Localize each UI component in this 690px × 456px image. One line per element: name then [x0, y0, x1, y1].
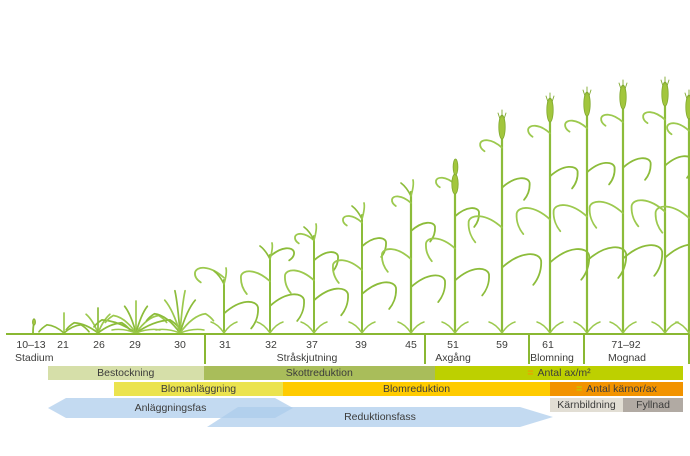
section-label-blomning: Blomning	[530, 352, 574, 364]
stage-number: 31	[219, 339, 231, 351]
reduktionsfas-arrow: Reduktionsfass	[207, 407, 553, 427]
plant-stage-61	[515, 92, 591, 335]
stage-number: 29	[129, 339, 141, 351]
timeline-ground-line	[6, 333, 689, 335]
bar-fyllnad: Fyllnad	[623, 398, 683, 412]
bar-skottreduktion: Skottreduktion	[203, 366, 435, 380]
section-divider	[688, 334, 690, 364]
stage-number: 39	[355, 339, 367, 351]
plant-stage-39	[332, 202, 397, 334]
bar-label: Antal kärnor/ax	[586, 383, 657, 395]
plant-stage-32	[240, 242, 305, 334]
stage-number: 21	[57, 339, 69, 351]
bar-label: Antal ax/m²	[537, 367, 591, 379]
bar-label: Fyllnad	[636, 399, 670, 411]
section-divider	[424, 334, 426, 364]
bar-blomanlaggning: Blomanläggning	[114, 382, 283, 396]
stage-number: 59	[496, 339, 508, 351]
plant-stage-10-13	[32, 318, 36, 334]
bar-label: Blomreduktion	[382, 383, 451, 395]
bar-antal-ax: = Antal ax/m²	[435, 366, 683, 380]
equals-sign: =	[576, 383, 583, 395]
plant-stage-59	[467, 109, 543, 335]
stage-number: 10–13	[16, 339, 46, 351]
stadium-row-label: Stadium	[15, 352, 54, 364]
section-label-stråskjutning: Stråskjutning	[276, 352, 338, 364]
stage-number: 45	[405, 339, 417, 351]
stage-number: 32	[265, 339, 277, 351]
plant-stage-edge	[654, 89, 690, 335]
plant-stage-37	[284, 223, 349, 334]
stage-number: 37	[306, 339, 318, 351]
stage-number: 26	[93, 339, 105, 351]
reduktionsfas-arrow-label: Reduktionsfass	[344, 411, 416, 423]
bar-karnbildning: Kärnbildning	[550, 398, 623, 412]
bar-label: Blomanläggning	[160, 383, 237, 395]
equals-sign: =	[527, 367, 534, 379]
bar-bestockning: Bestockning	[48, 366, 204, 380]
stage-number: 51	[447, 339, 459, 351]
section-divider	[203, 334, 206, 364]
plant-stage-21	[38, 312, 90, 334]
stage-number: 61	[542, 339, 554, 351]
plant-stage-71-92a	[552, 86, 628, 335]
plant-stage-71-92c	[630, 76, 690, 335]
bar-label: Skottreduktion	[285, 367, 353, 379]
stage-number: 30	[174, 339, 186, 351]
plant-stage-51	[425, 158, 490, 335]
stage-number: 71–92	[611, 339, 641, 351]
plant-stage-30	[145, 289, 215, 334]
section-divider	[528, 334, 530, 364]
anlaggningsfas-arrow-label: Anläggningsfas	[134, 402, 207, 414]
section-label-axgång: Axgång	[435, 352, 471, 364]
plant-stage-31	[194, 266, 259, 334]
section-label-mognad: Mognad	[608, 352, 646, 364]
plant-stage-71-92b	[588, 79, 664, 335]
bar-label: Bestockning	[97, 367, 155, 379]
bar-blomreduktion: Blomreduktion	[283, 382, 550, 396]
bar-label: Kärnbildning	[557, 399, 616, 411]
plant-stage-45	[381, 179, 446, 335]
bar-antal-karnor: = Antal kärnor/ax	[550, 382, 683, 396]
section-divider	[583, 334, 585, 364]
